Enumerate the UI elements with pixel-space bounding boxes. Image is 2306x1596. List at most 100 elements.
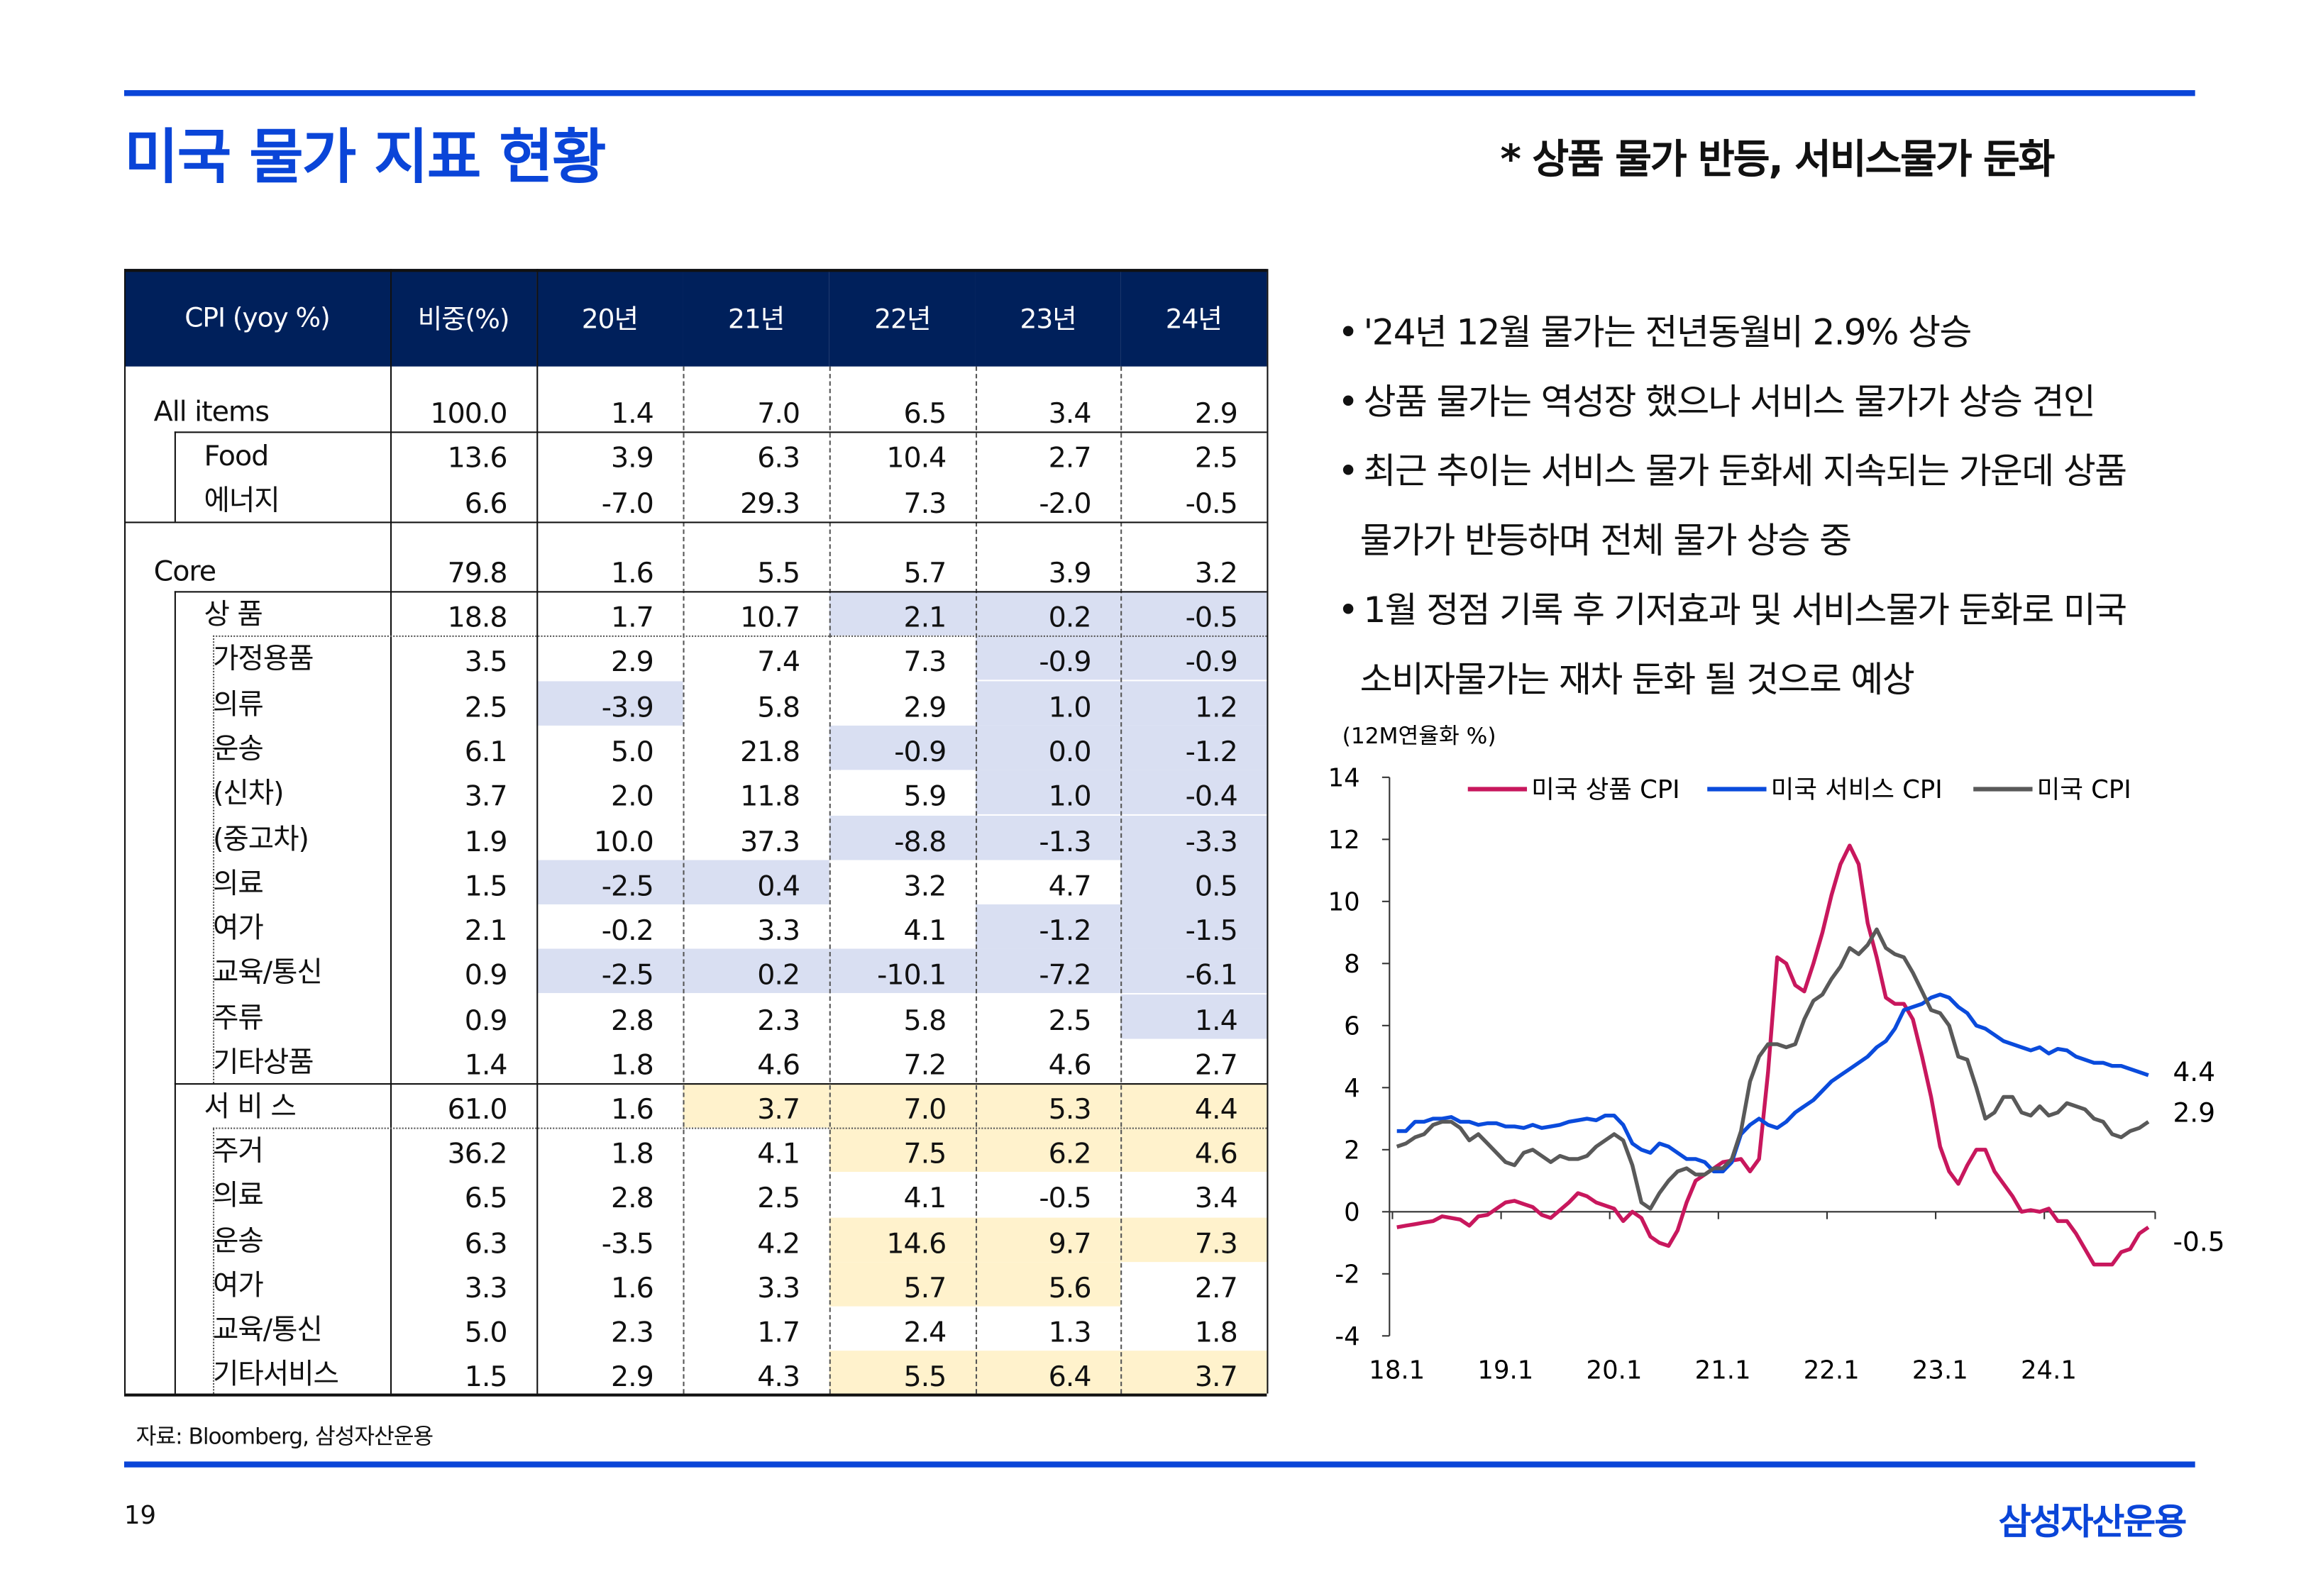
row-label: 서 비 스 bbox=[204, 1090, 296, 1124]
value-cell: 2.5 bbox=[1194, 441, 1238, 475]
value-cell: 4.3 bbox=[757, 1361, 800, 1394]
value-cell: -0.4 bbox=[1120, 770, 1267, 815]
weight-cell: 13.6 bbox=[447, 441, 508, 475]
column-header: 22년 bbox=[829, 269, 976, 367]
y-tick-label: 14 bbox=[1328, 763, 1360, 792]
row-label: 여가 bbox=[212, 1269, 264, 1302]
weight-cell: 0.9 bbox=[464, 959, 508, 992]
bullet-icon: • bbox=[1337, 311, 1359, 353]
value-cell: -2.0 bbox=[1039, 487, 1091, 521]
value-cell: 0.2 bbox=[683, 949, 829, 994]
cpi-table: CPI (yoy %) 비중(%) 20년 21년 22년 23년 24년 All items… bbox=[123, 269, 1269, 1397]
x-tick-label: 24.1 bbox=[2021, 1356, 2077, 1385]
value-cell: 7.5 bbox=[829, 1127, 976, 1173]
value-cell: 5.5 bbox=[757, 557, 800, 590]
value-cell: 6.4 bbox=[975, 1351, 1121, 1396]
value-cell: 2.3 bbox=[757, 1004, 800, 1037]
row-label: All items bbox=[153, 396, 270, 429]
value-cell: -1.2 bbox=[1120, 725, 1267, 770]
value-cell: 9.7 bbox=[975, 1217, 1121, 1262]
value-cell: 7.0 bbox=[757, 397, 800, 431]
value-cell: 0.4 bbox=[683, 860, 829, 904]
value-cell: 2.4 bbox=[903, 1317, 947, 1350]
value-cell: -8.8 bbox=[829, 814, 976, 860]
table-rule bbox=[174, 591, 176, 1394]
value-cell: 3.9 bbox=[1048, 557, 1092, 590]
row-label: 의료 bbox=[212, 1180, 264, 1213]
value-cell: 5.7 bbox=[829, 1261, 976, 1307]
column-header: 21년 bbox=[683, 269, 829, 367]
value-cell: 3.4 bbox=[1048, 397, 1092, 431]
value-cell: 4.6 bbox=[1120, 1127, 1267, 1173]
value-cell: 1.6 bbox=[610, 1272, 654, 1305]
value-cell: 7.3 bbox=[903, 646, 947, 679]
bullet-text: 최근 추이는 서비스 물가 둔화세 지속되는 가운데 상품 bbox=[1363, 450, 2128, 492]
row-label: Core bbox=[153, 555, 217, 589]
x-tick-label: 20.1 bbox=[1587, 1356, 1643, 1385]
value-cell: 7.4 bbox=[757, 646, 800, 679]
x-tick-label: 21.1 bbox=[1695, 1356, 1751, 1385]
value-cell: 5.7 bbox=[903, 557, 947, 590]
value-cell: 37.3 bbox=[740, 825, 800, 858]
bullet-item: 소비자물가는 재차 둔화 될 것으로 예상 bbox=[1360, 650, 1915, 702]
weight-cell: 0.9 bbox=[464, 1004, 508, 1037]
column-header: 비중(%) bbox=[390, 269, 537, 367]
top-rule bbox=[123, 90, 2195, 96]
table-rule bbox=[683, 366, 685, 1394]
value-cell: 6.5 bbox=[903, 397, 947, 431]
value-cell: 10.4 bbox=[886, 441, 947, 475]
value-cell: 1.8 bbox=[610, 1138, 654, 1171]
legend-label: 미국 서비스 CPI bbox=[1771, 775, 1943, 804]
row-label: 의류 bbox=[212, 687, 264, 721]
weight-cell: 3.7 bbox=[464, 780, 508, 814]
y-tick-label: 6 bbox=[1344, 1012, 1360, 1041]
value-cell: 2.9 bbox=[610, 646, 654, 679]
value-cell: 0.2 bbox=[975, 591, 1121, 636]
source-note: 자료: Bloomberg, 삼성자산운용 bbox=[136, 1423, 434, 1450]
value-cell: 3.2 bbox=[903, 870, 947, 903]
weight-cell: 6.1 bbox=[464, 736, 508, 769]
table-rule bbox=[174, 1083, 1267, 1085]
value-cell: 2.9 bbox=[610, 1361, 654, 1394]
value-cell: 1.6 bbox=[610, 1093, 654, 1126]
table-rule bbox=[212, 635, 215, 1084]
row-label: 교육/통신 bbox=[212, 956, 323, 990]
row-label: 에너지 bbox=[204, 484, 280, 518]
row-label: 기타상품 bbox=[212, 1046, 314, 1079]
y-tick-label: -4 bbox=[1335, 1322, 1359, 1351]
value-cell: 4.6 bbox=[1048, 1049, 1092, 1082]
value-cell: 5.8 bbox=[903, 1004, 947, 1037]
bullet-text: 1월 정점 기록 후 기저효과 및 서비스물가 둔화로 미국 bbox=[1363, 589, 2128, 631]
row-label: (중고차) bbox=[212, 822, 309, 855]
value-cell: 1.0 bbox=[975, 680, 1121, 726]
value-cell: 6.2 bbox=[975, 1127, 1121, 1173]
value-cell: 3.3 bbox=[757, 914, 800, 948]
value-cell: 0.5 bbox=[1120, 860, 1267, 904]
value-cell: 1.6 bbox=[610, 557, 654, 590]
value-cell: -7.2 bbox=[975, 949, 1121, 994]
row-label: 상 품 bbox=[204, 598, 263, 631]
value-cell: 3.2 bbox=[1194, 557, 1238, 590]
value-cell: 2.7 bbox=[1048, 441, 1092, 475]
weight-cell: 2.1 bbox=[464, 914, 508, 948]
x-tick-label: 22.1 bbox=[1804, 1356, 1860, 1385]
value-cell: -0.9 bbox=[829, 725, 976, 770]
table-rule bbox=[536, 269, 539, 1394]
value-cell: -2.5 bbox=[536, 860, 683, 904]
table-rule bbox=[390, 269, 392, 1394]
table-rule bbox=[123, 269, 126, 1394]
value-cell: 1.7 bbox=[610, 601, 654, 634]
value-cell: 2.3 bbox=[610, 1317, 654, 1350]
bullet-text: 물가가 반등하며 전체 물가 상승 중 bbox=[1359, 520, 1852, 562]
page-title: 미국 물가 지표 현황 bbox=[123, 123, 607, 192]
weight-cell: 6.3 bbox=[464, 1227, 508, 1260]
bullet-icon: • bbox=[1337, 450, 1359, 492]
value-cell: 1.2 bbox=[1120, 680, 1267, 726]
value-cell: 2.9 bbox=[903, 691, 947, 724]
page-subtitle: * 상품 물가 반등, 서비스물가 둔화 bbox=[1500, 137, 2056, 184]
value-cell: 5.3 bbox=[975, 1083, 1121, 1128]
table-rule bbox=[123, 521, 1267, 523]
bullet-item: • 상품 물가는 역성장 했으나 서비스 물가가 상승 견인 bbox=[1337, 372, 2095, 424]
table-rule bbox=[123, 1393, 1267, 1397]
